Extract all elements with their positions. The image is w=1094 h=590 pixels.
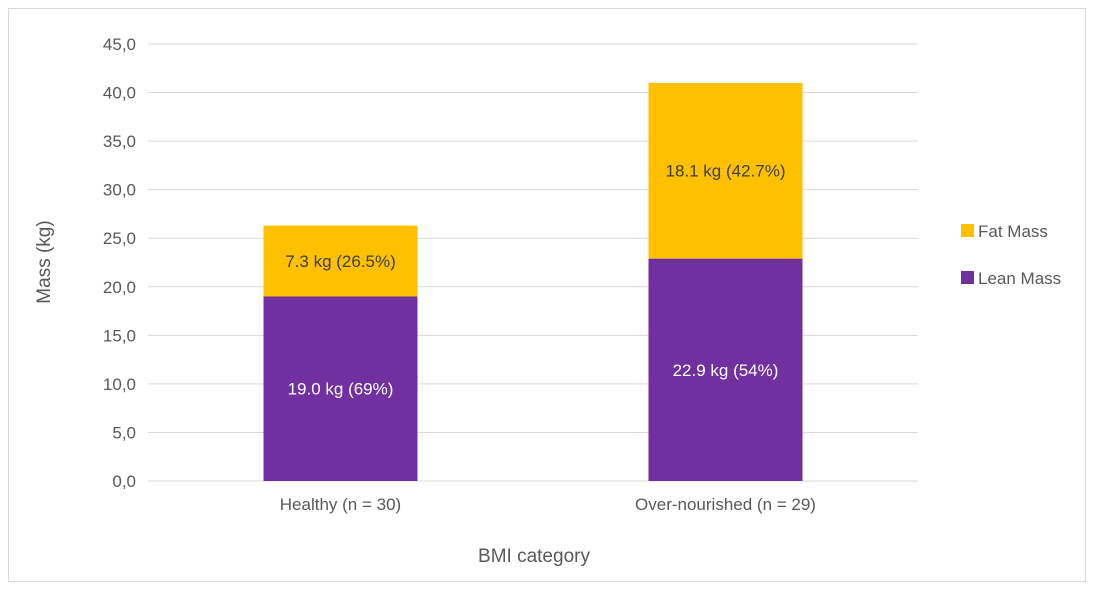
y-axis-title: Mass (kg) xyxy=(34,220,55,303)
y-tick-label: 30,0 xyxy=(103,181,136,200)
x-axis-title: BMI category xyxy=(478,546,590,567)
bar-layer xyxy=(263,82,803,481)
bar-segment xyxy=(263,296,418,481)
y-tick-label: 10,0 xyxy=(103,375,136,394)
bar-segment xyxy=(263,225,418,297)
y-tick-label: 0,0 xyxy=(112,472,136,491)
legend-label: Lean Mass xyxy=(978,269,1061,288)
data-label: 19.0 kg (69%) xyxy=(288,380,394,399)
data-label: 7.3 kg (26.5%) xyxy=(285,252,396,271)
x-tick-label: Over-nourished (n = 29) xyxy=(635,495,816,514)
y-tick-label: 20,0 xyxy=(103,278,136,297)
y-tick-label: 35,0 xyxy=(103,132,136,151)
bar-segment xyxy=(648,82,803,259)
y-tick-label: 25,0 xyxy=(103,229,136,248)
y-tick-label: 45,0 xyxy=(103,35,136,54)
x-tick-label: Healthy (n = 30) xyxy=(280,495,401,514)
axis-layer: Mass (kg) BMI category 0,0 5,0 10,0 15,0 20,… xyxy=(34,35,816,567)
legend-swatch xyxy=(961,224,974,237)
legend-swatch xyxy=(961,271,974,284)
data-label: 18.1 kg (42.7%) xyxy=(665,162,785,181)
y-tick-label: 5,0 xyxy=(112,423,136,442)
legend: Fat Mass Lean Mass xyxy=(961,222,1061,288)
data-label: 22.9 kg (54%) xyxy=(673,361,779,380)
bar-segment xyxy=(648,258,803,481)
legend-label: Fat Mass xyxy=(978,222,1048,241)
y-tick-label: 40,0 xyxy=(103,84,136,103)
data-label-layer: 19.0 kg (69%) 7.3 kg (26.5%) 22.9 kg (54%)… xyxy=(285,162,785,399)
chart-frame xyxy=(8,8,1086,582)
y-tick-label: 15,0 xyxy=(103,326,136,345)
